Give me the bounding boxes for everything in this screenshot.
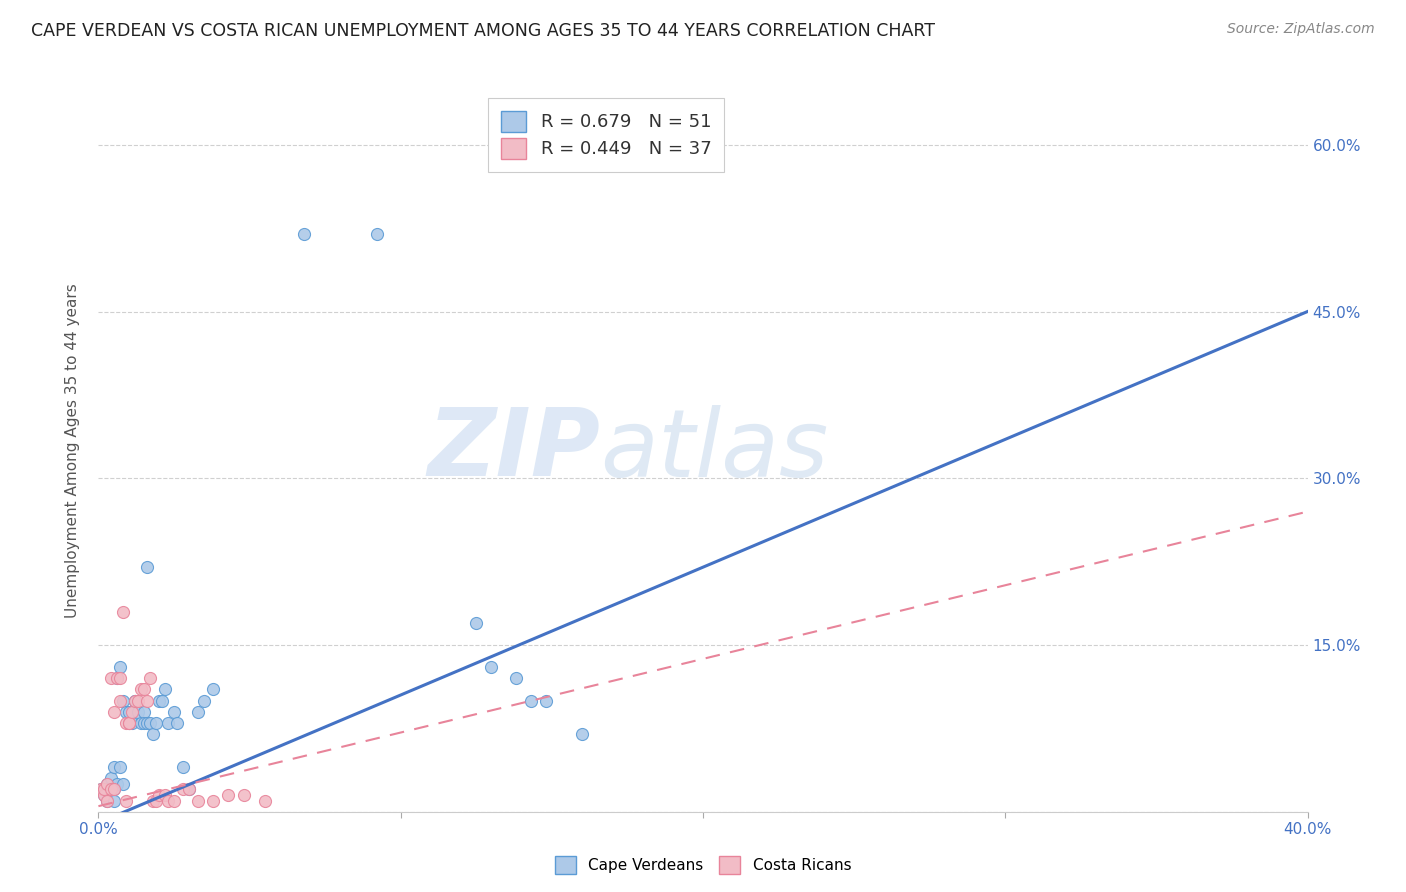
Point [139,715,162,730]
Point [90,782,112,797]
Text: Source: ZipAtlas.com: Source: ZipAtlas.com [1227,22,1375,37]
Point [153,788,176,802]
Point [124,693,146,707]
Point [571,727,593,741]
Point [253,794,276,808]
Point [105,671,128,685]
Point [292,227,315,241]
Point [156,715,179,730]
Point [366,227,388,241]
Point [132,705,155,719]
Point [172,782,194,797]
Point [217,788,239,802]
Point [118,715,141,730]
Text: atlas: atlas [600,405,828,496]
Point [166,715,188,730]
Point [179,782,201,797]
Point [118,705,141,719]
Point [114,715,136,730]
Point [121,705,143,719]
Point [103,782,125,797]
Point [108,660,131,674]
Point [172,760,194,774]
Point [114,794,136,808]
Point [111,605,134,619]
Point [111,693,134,707]
Point [232,788,254,802]
Point [156,794,179,808]
Point [105,671,128,685]
Point [187,794,209,808]
Point [96,794,118,808]
Point [100,782,122,797]
Point [202,682,225,697]
Point [135,715,157,730]
Point [150,693,173,707]
Point [153,682,176,697]
Point [163,705,186,719]
Point [93,782,115,797]
Point [127,705,149,719]
Point [145,715,167,730]
Point [193,693,215,707]
Point [118,715,141,730]
Point [100,772,122,786]
Point [148,788,170,802]
Point [132,682,155,697]
Point [114,705,136,719]
Point [93,788,115,802]
Point [505,671,527,685]
Point [100,782,122,797]
Point [118,715,141,730]
Point [465,615,488,630]
Point [135,560,157,574]
Point [187,705,209,719]
Point [90,782,112,797]
Point [142,794,165,808]
Point [139,671,162,685]
Legend: Cape Verdeans, Costa Ricans: Cape Verdeans, Costa Ricans [548,850,858,880]
Point [135,693,157,707]
Point [103,782,125,797]
Point [108,693,131,707]
Point [202,794,225,808]
Point [163,794,186,808]
Text: CAPE VERDEAN VS COSTA RICAN UNEMPLOYMENT AMONG AGES 35 TO 44 YEARS CORRELATION C: CAPE VERDEAN VS COSTA RICAN UNEMPLOYMENT… [31,22,935,40]
Point [96,777,118,791]
Point [93,782,115,797]
Point [534,693,557,707]
Point [132,715,155,730]
Point [179,782,201,797]
Point [93,788,115,802]
Point [121,715,143,730]
Y-axis label: Unemployment Among Ages 35 to 44 years: Unemployment Among Ages 35 to 44 years [65,283,80,618]
Point [148,693,170,707]
Point [519,693,541,707]
Point [127,693,149,707]
Point [100,671,122,685]
Point [103,705,125,719]
Point [124,693,146,707]
Point [103,760,125,774]
Legend: R = 0.679   N = 51, R = 0.449   N = 37: R = 0.679 N = 51, R = 0.449 N = 37 [488,98,724,171]
Point [96,777,118,791]
Point [96,794,118,808]
Point [145,794,167,808]
Point [108,671,131,685]
Point [96,782,118,797]
Point [111,777,134,791]
Point [108,760,131,774]
Point [129,715,152,730]
Point [124,693,146,707]
Point [142,727,165,741]
Point [105,777,128,791]
Point [103,794,125,808]
Text: ZIP: ZIP [427,404,600,497]
Point [129,682,152,697]
Point [481,660,503,674]
